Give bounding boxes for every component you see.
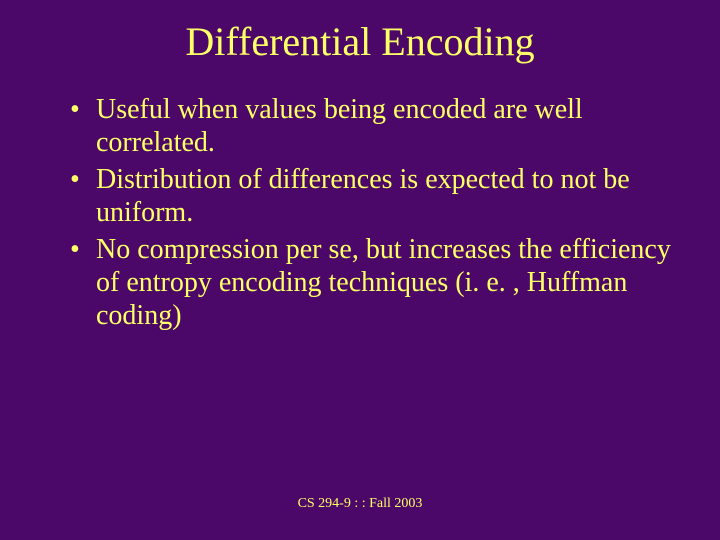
slide: Differential Encoding Useful when values… <box>0 0 720 540</box>
bullet-item: No compression per se, but increases the… <box>70 233 680 332</box>
slide-footer: CS 294-9 : : Fall 2003 <box>0 496 720 512</box>
slide-title: Differential Encoding <box>40 18 680 65</box>
bullet-list: Useful when values being encoded are wel… <box>40 93 680 332</box>
bullet-item: Distribution of differences is expected … <box>70 163 680 229</box>
bullet-item: Useful when values being encoded are wel… <box>70 93 680 159</box>
